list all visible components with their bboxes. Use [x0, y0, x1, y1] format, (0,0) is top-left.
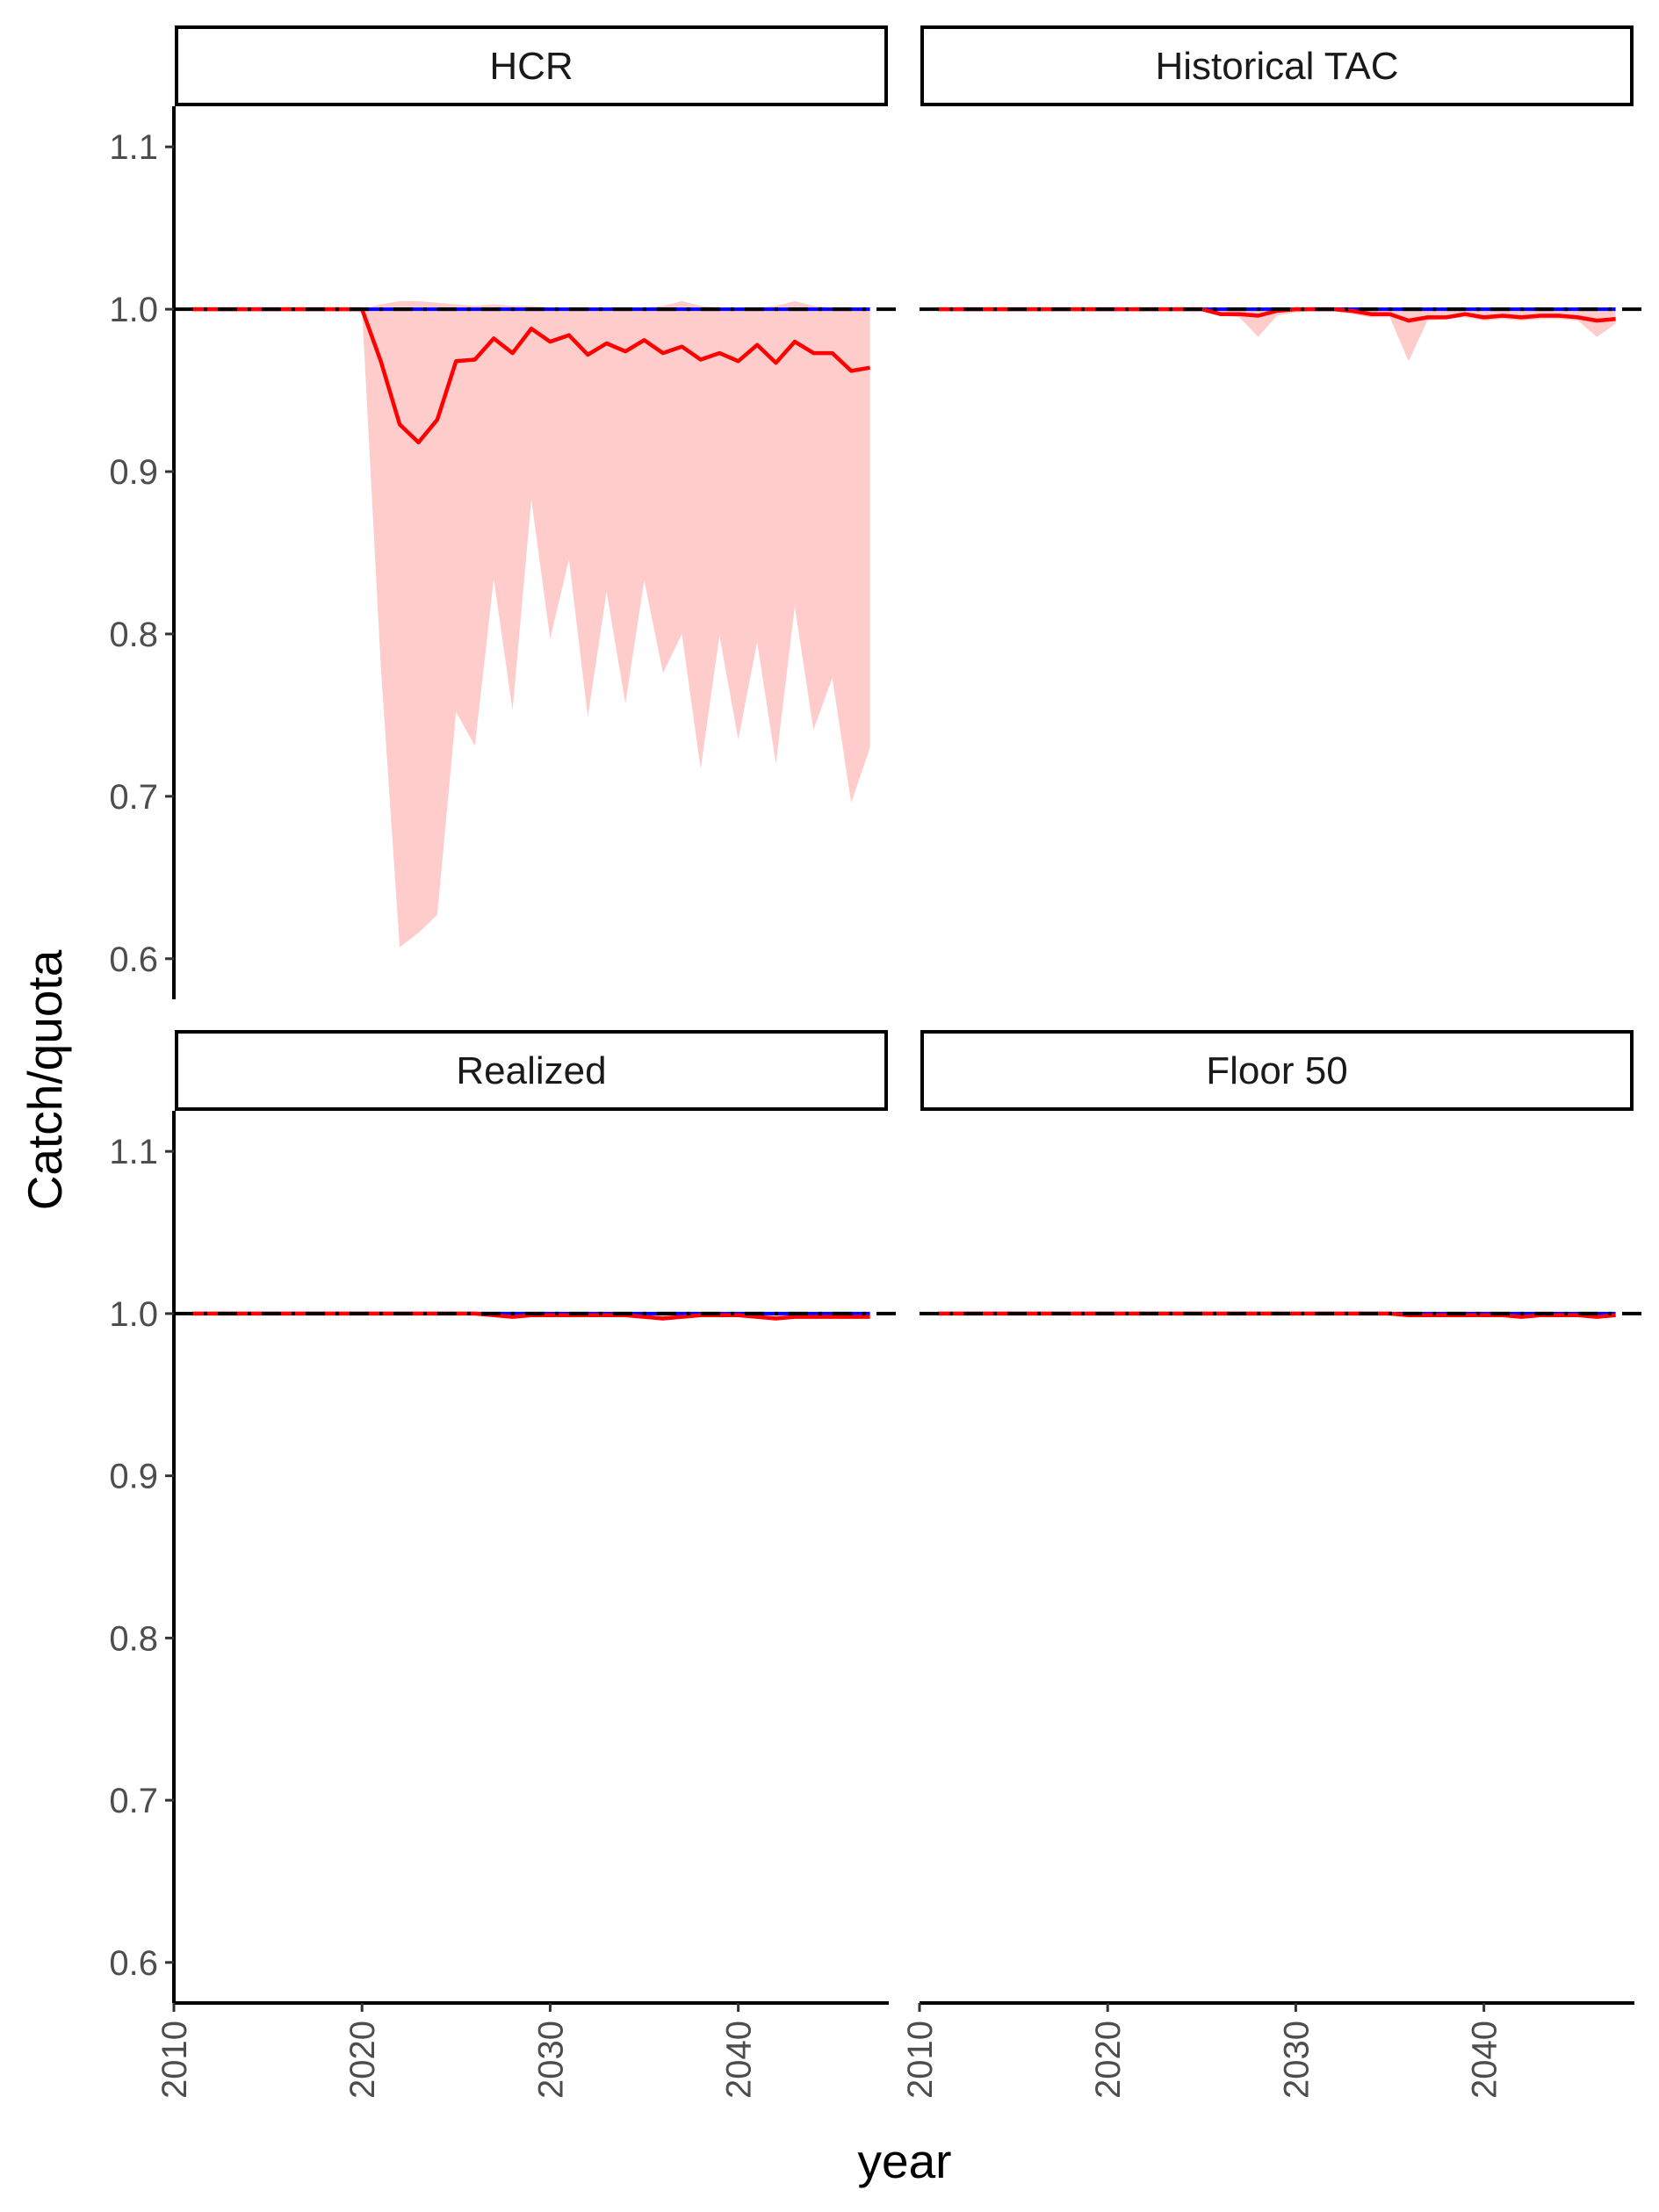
facet-label: Historical TAC — [1155, 45, 1398, 88]
x-tick-label: 2020 — [1089, 2021, 1128, 2099]
y-tick-label: 1.1 — [109, 128, 158, 167]
panel-realized: Realized 0.6 0.7 0.8 0.9 1.0 1.1 2010 2020 2030 20… — [109, 1030, 903, 2099]
uncertainty-band — [192, 300, 870, 947]
facet-label: Floor 50 — [1206, 1049, 1347, 1092]
x-tick-label: 2040 — [1466, 2021, 1504, 2099]
x-tick-label: 2030 — [1277, 2021, 1316, 2099]
y-tick-label: 0.9 — [109, 1458, 158, 1496]
x-tick-label: 2030 — [531, 2021, 570, 2099]
panels-layer: HCR 0.6 0.7 0.8 0.9 1.0 1.1 Historical TAC Reali… — [109, 25, 1648, 2099]
y-tick-label: 0.6 — [109, 1944, 158, 1983]
y-tick-label: 0.7 — [109, 1782, 158, 1820]
y-tick-label: 1.1 — [109, 1133, 158, 1171]
panel-floor-50: Floor 50 2010 2020 2030 2040 — [901, 1030, 1648, 2099]
y-tick-label: 0.7 — [109, 778, 158, 817]
panel-hcr: HCR 0.6 0.7 0.8 0.9 1.0 1.1 — [109, 25, 903, 999]
x-axis-title: year — [858, 2134, 952, 2188]
facet-label: HCR — [489, 45, 573, 88]
x-tick-label: 2010 — [155, 2021, 194, 2099]
x-tick-label: 2040 — [720, 2021, 759, 2099]
y-tick-label: 0.6 — [109, 940, 158, 979]
facet-label: Realized — [456, 1049, 606, 1092]
x-tick-label: 2010 — [901, 2021, 940, 2099]
facet-strip — [175, 25, 888, 106]
y-tick-label: 0.8 — [109, 1619, 158, 1658]
y-tick-label: 1.0 — [109, 1295, 158, 1334]
facet-strip — [175, 1030, 888, 1111]
y-tick-label: 1.0 — [109, 291, 158, 329]
facet-strip — [920, 1030, 1634, 1111]
y-tick-label: 0.8 — [109, 616, 158, 654]
median-line — [192, 306, 870, 445]
facet-strip — [920, 25, 1634, 106]
y-tick-label: 0.9 — [109, 453, 158, 492]
x-tick-label: 2020 — [343, 2021, 382, 2099]
panel-historical-tac: Historical TAC — [920, 25, 1648, 362]
y-axis-title: Catch/quota — [18, 949, 72, 1210]
